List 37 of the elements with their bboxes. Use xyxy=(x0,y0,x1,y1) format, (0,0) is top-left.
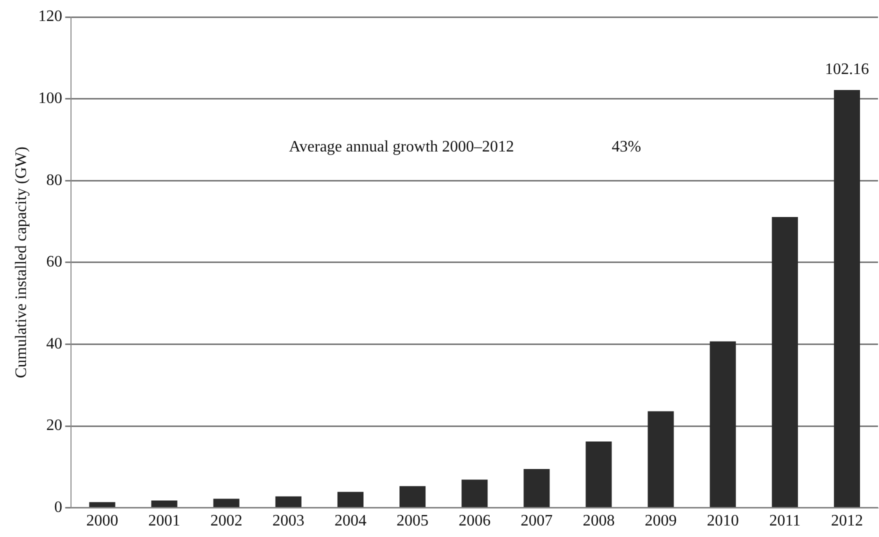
x-tick-label: 2000 xyxy=(86,512,118,530)
x-tick-label: 2001 xyxy=(148,512,180,530)
bar xyxy=(89,502,116,508)
y-tick-label: 0 xyxy=(54,499,62,516)
x-tick-label: 2005 xyxy=(396,512,429,530)
bar xyxy=(772,217,798,508)
x-tick-label: 2012 xyxy=(830,512,863,530)
x-tick-label: 2002 xyxy=(210,512,242,530)
bar xyxy=(337,492,364,508)
annotation: 43% xyxy=(612,138,642,156)
x-tick-label: 2004 xyxy=(334,512,366,530)
bar xyxy=(834,90,860,508)
bar xyxy=(213,498,240,508)
y-tick-label: 40 xyxy=(46,335,62,352)
y-tick-label: 60 xyxy=(46,254,62,271)
x-tick-label: 2007 xyxy=(520,512,553,530)
x-tick-label: 2008 xyxy=(582,512,615,530)
bar xyxy=(648,411,674,508)
x-tick-label: 2009 xyxy=(644,512,677,530)
data-label: 102.16 xyxy=(824,61,869,78)
y-tick-label: 120 xyxy=(38,8,62,26)
bar xyxy=(275,496,302,508)
x-tick-label: 2010 xyxy=(706,512,739,530)
y-tick-label: 80 xyxy=(46,172,62,189)
x-tick-label: 2006 xyxy=(458,512,491,530)
bar xyxy=(586,442,612,508)
bar xyxy=(710,341,736,508)
x-tick-label: 2011 xyxy=(769,512,801,530)
y-axis-title: Cumulative installed capacity (GW) xyxy=(12,146,30,378)
annotation: Average annual growth 2000–2012 xyxy=(289,138,514,156)
bar xyxy=(462,480,488,508)
bar xyxy=(400,486,426,508)
bar xyxy=(151,500,178,508)
y-tick-label: 100 xyxy=(38,90,62,108)
x-tick-label: 2003 xyxy=(272,512,304,530)
y-tick-label: 20 xyxy=(46,417,62,434)
bar xyxy=(524,468,550,508)
